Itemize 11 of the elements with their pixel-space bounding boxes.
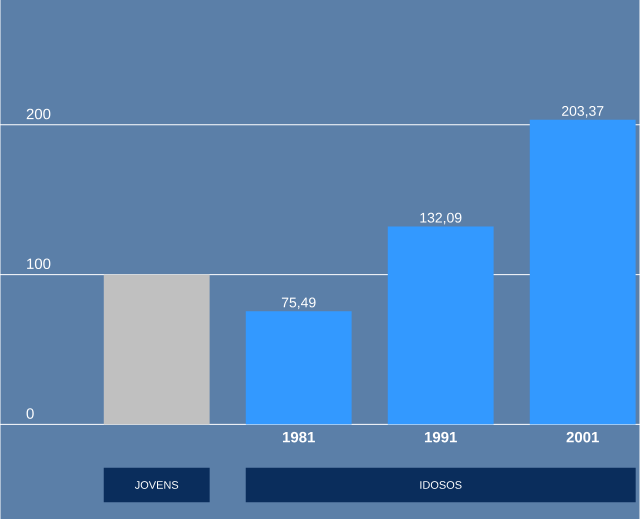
text: IDOSOS xyxy=(420,481,462,489)
data-label: 203,37 xyxy=(562,106,604,118)
data-label: 75,49 xyxy=(282,297,316,309)
x-tick-label: 1991 xyxy=(424,432,457,442)
y-tick-label: 100 xyxy=(27,258,50,269)
y-tick-label: 200 xyxy=(26,108,50,120)
x-tick-label: 1981 xyxy=(282,432,315,442)
text: JOVENS xyxy=(134,481,178,489)
y-tick-label: 0 xyxy=(26,408,34,419)
x-tick-label: 2001 xyxy=(566,432,599,442)
data-label: 132,09 xyxy=(420,212,462,224)
